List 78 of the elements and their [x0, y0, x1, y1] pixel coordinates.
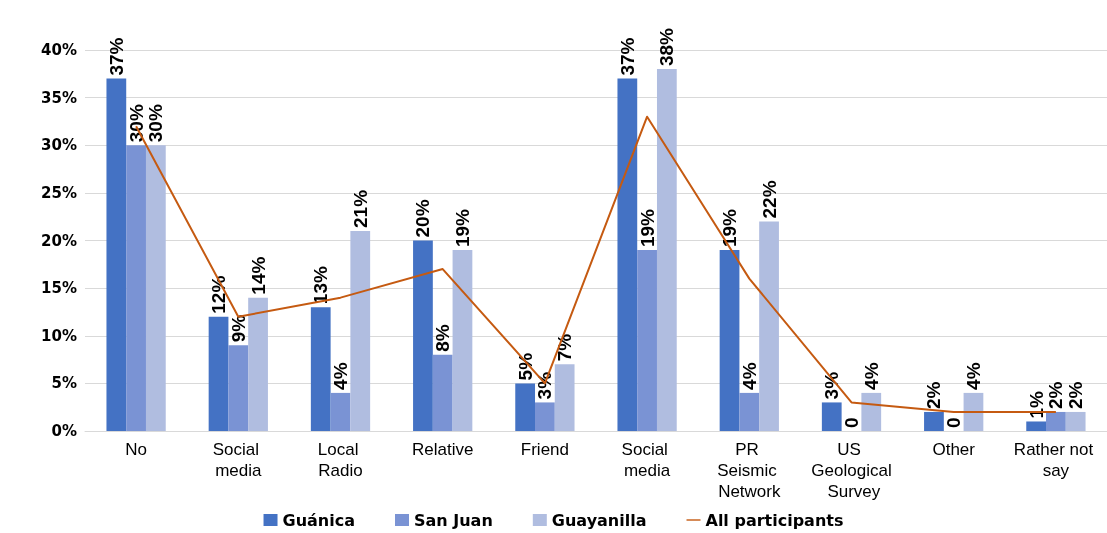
data-label: 20%	[412, 199, 434, 238]
data-label: 7%	[554, 333, 576, 362]
bar	[330, 392, 351, 431]
x-tick-label: Social media	[212, 440, 264, 480]
data-label: 21%	[349, 189, 371, 228]
data-label: 2%	[1065, 381, 1087, 409]
data-label: 2%	[923, 381, 945, 409]
bar	[656, 69, 677, 431]
x-tick-label: No	[125, 440, 147, 459]
x-tick-label: Friend	[520, 440, 569, 459]
bar	[413, 240, 433, 431]
bar	[821, 402, 842, 431]
data-label: 4%	[962, 362, 984, 390]
bar	[617, 78, 638, 431]
data-label: 9%	[227, 314, 249, 343]
bar	[106, 78, 127, 431]
bar	[432, 354, 453, 431]
bar	[554, 364, 575, 431]
data-label: 4%	[738, 362, 760, 390]
y-tick-label: 5%	[51, 374, 77, 393]
data-label: 4%	[330, 362, 351, 390]
y-tick-label: 30%	[41, 136, 77, 155]
x-tick-label: US Geological Survey	[811, 440, 892, 501]
x-tick-label: Local Radio	[317, 440, 364, 480]
y-tick-label: 40%	[41, 41, 77, 59]
x-tick-label: Social media	[621, 440, 673, 480]
data-label: 30%	[125, 104, 147, 143]
data-label: 30%	[145, 104, 167, 143]
legend-label: Guayanilla	[551, 510, 647, 530]
y-tick-label: 10%	[41, 326, 77, 345]
bar	[248, 297, 268, 431]
data-label: 5%	[514, 352, 536, 381]
legend-label: All participants	[705, 510, 844, 530]
legend-label: San Juan	[414, 510, 493, 530]
bar	[861, 392, 882, 431]
x-tick-label: Relative	[411, 440, 474, 459]
bar	[208, 316, 229, 431]
data-label: 22%	[758, 180, 780, 219]
bar	[637, 250, 657, 431]
bar	[1026, 421, 1047, 431]
y-tick-label: 25%	[41, 183, 77, 202]
data-label: 19%	[719, 208, 741, 248]
data-label: 13%	[310, 266, 332, 305]
data-label: 37%	[616, 37, 638, 76]
bar	[924, 411, 944, 431]
y-tick-label: 20%	[41, 231, 77, 250]
bar	[963, 392, 984, 431]
data-label: 0	[841, 417, 862, 428]
data-label: 19%	[636, 208, 658, 248]
data-label: 12%	[208, 275, 230, 314]
bar	[535, 402, 555, 431]
y-tick-label: 15%	[41, 279, 77, 298]
bar	[1065, 411, 1086, 431]
bar	[739, 392, 760, 431]
x-tick-label: PR Seismic Network	[717, 440, 782, 501]
data-label: 38%	[656, 27, 678, 67]
data-label: 2%	[1045, 381, 1067, 409]
y-tick-label: 35%	[41, 88, 77, 107]
legend-label: Guánica	[282, 510, 355, 530]
bar	[145, 145, 166, 431]
data-label: 4%	[860, 362, 882, 390]
bar	[515, 383, 536, 431]
y-tick-label: 0%	[51, 422, 77, 440]
x-tick-label: Other	[932, 440, 976, 459]
bar	[452, 250, 473, 431]
data-label: 14%	[247, 256, 269, 295]
bar	[759, 221, 779, 431]
bar	[1046, 411, 1066, 431]
bar	[350, 230, 371, 431]
bar	[228, 345, 249, 431]
bar	[126, 145, 146, 431]
data-label: 37%	[105, 37, 127, 76]
data-label: 8%	[432, 324, 454, 352]
data-label: 19%	[451, 208, 473, 248]
bar	[719, 250, 740, 431]
data-label: 0	[943, 417, 965, 428]
x-tick-label: Rather not say	[1013, 440, 1098, 480]
bar	[310, 307, 331, 431]
